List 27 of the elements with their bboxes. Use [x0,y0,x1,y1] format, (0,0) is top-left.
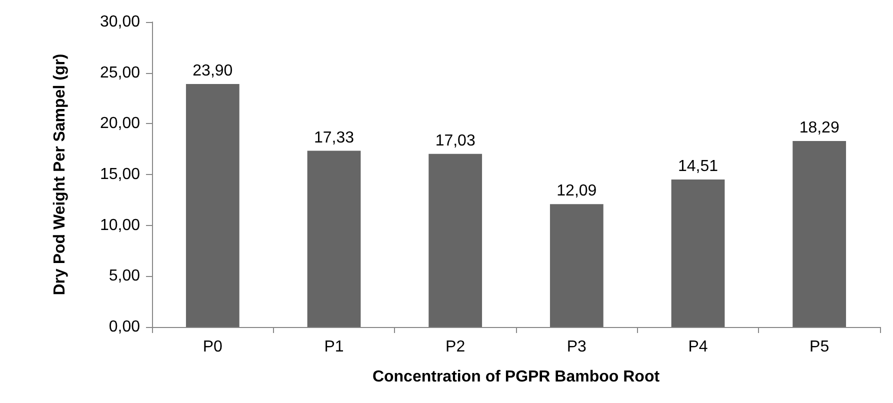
y-tick-label: 15,00 [100,166,140,183]
data-label: 17,03 [435,132,476,150]
y-tick-label: 25,00 [100,64,140,82]
x-axis-title: Concentration of PGPR Bamboo Root [372,368,660,386]
y-tick-label: 10,00 [100,216,140,234]
y-tick-label: 5,00 [108,268,140,285]
y-tick-label: 30,00 [100,14,140,30]
bar [792,141,846,327]
bar [550,204,604,327]
y-tick-label: 20,00 [100,115,140,132]
x-tick-label: P1 [324,338,344,356]
x-tick-label: P2 [446,338,466,356]
y-axis-title: Dry Pod Weight Per Sampel (gr) [52,54,68,296]
data-label: 12,09 [556,182,597,200]
x-tick-label: P3 [566,338,587,356]
x-tick-label: P5 [810,338,830,356]
bar [186,84,240,327]
data-label: 17,33 [314,129,354,146]
data-label: 23,90 [192,62,233,80]
x-tick-label: P4 [688,338,708,356]
data-label: 18,29 [799,120,840,137]
bar [428,154,482,327]
bar [307,150,361,327]
data-label: 14,51 [678,158,718,175]
bar [671,179,725,327]
x-tick-label: P0 [202,338,223,356]
y-tick-label: 0,00 [108,318,140,336]
